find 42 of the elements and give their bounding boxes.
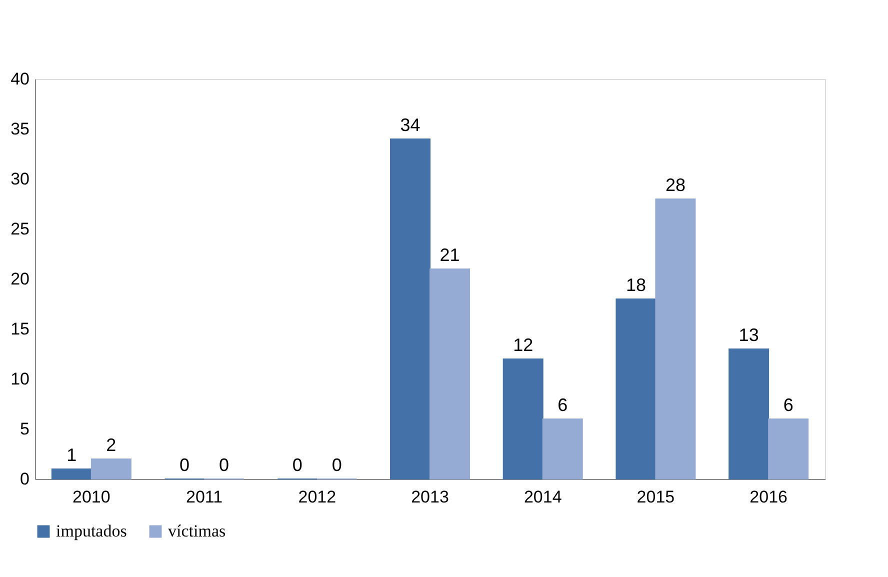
y-tick-label: 0 <box>20 470 30 488</box>
x-tick-label: 2010 <box>72 488 110 506</box>
x-tick-label: 2013 <box>411 488 449 506</box>
bar <box>430 268 470 480</box>
data-label: 1 <box>66 445 77 465</box>
data-label: 6 <box>783 395 794 415</box>
legend-label: víctimas <box>168 522 226 541</box>
y-tick-label: 10 <box>10 370 30 388</box>
bar <box>51 468 92 480</box>
y-tick-label: 25 <box>10 220 30 238</box>
bar <box>768 418 809 480</box>
data-label: 0 <box>219 455 230 475</box>
y-tick-label: 20 <box>10 270 30 288</box>
bar <box>655 198 696 480</box>
x-tick-label: 2011 <box>186 488 223 506</box>
bar <box>728 348 770 480</box>
data-label: 0 <box>292 455 302 475</box>
bar <box>502 358 544 480</box>
data-label: 12 <box>513 335 534 355</box>
x-tick-label: 2014 <box>524 488 562 506</box>
legend-label: imputados <box>56 522 127 541</box>
data-label: 34 <box>400 115 420 135</box>
x-tick-label: 2015 <box>636 488 675 506</box>
data-label: 6 <box>558 395 568 415</box>
data-label: 21 <box>440 245 460 265</box>
y-tick-label: 15 <box>10 320 30 338</box>
y-tick-label: 5 <box>20 420 30 438</box>
data-label: 13 <box>738 325 759 345</box>
data-label: 0 <box>332 455 342 475</box>
data-label: 18 <box>626 275 646 295</box>
bar <box>90 458 132 480</box>
data-label: 2 <box>106 435 116 455</box>
bar <box>542 418 583 480</box>
bar <box>390 138 430 480</box>
y-tick-label: 40 <box>10 70 30 88</box>
x-tick-label: 2012 <box>298 488 336 506</box>
x-tick-label: 2016 <box>750 488 788 506</box>
data-label: 0 <box>180 455 190 475</box>
bar <box>616 298 656 480</box>
y-tick-label: 30 <box>10 170 30 188</box>
y-tick-label: 35 <box>10 120 30 138</box>
data-label: 28 <box>665 175 686 195</box>
